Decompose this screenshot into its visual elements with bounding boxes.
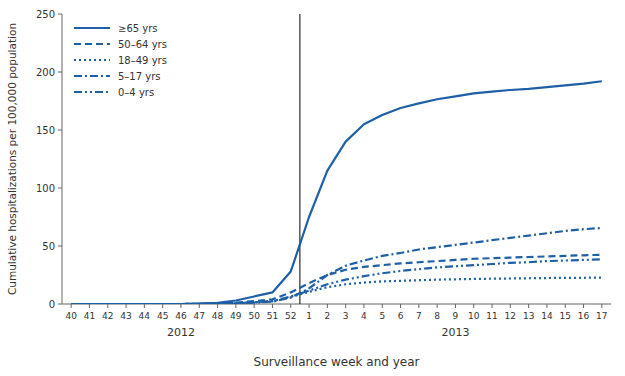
- year-divider: [299, 14, 300, 304]
- y-axis-label: Cumulative hospitalizations per 100,000 …: [6, 23, 18, 295]
- x-tick-label: 5: [379, 311, 385, 321]
- x-tick: [546, 304, 547, 308]
- x-tick-label: 15: [560, 311, 571, 321]
- x-tick-label: 44: [139, 311, 151, 321]
- x-tick-label: 6: [398, 311, 404, 321]
- x-tick-label: 42: [102, 311, 113, 321]
- x-tick-label: 41: [84, 311, 95, 321]
- y-tick: [58, 72, 62, 73]
- series-line: [71, 255, 602, 304]
- x-tick-label: 11: [486, 311, 497, 321]
- y-tick-label: 0: [49, 299, 55, 310]
- x-tick: [254, 304, 255, 308]
- x-tick-label: 3: [343, 311, 349, 321]
- series-line: [71, 259, 602, 304]
- x-tick-label: 45: [157, 311, 168, 321]
- y-tick-label: 50: [42, 241, 55, 252]
- legend-swatch: [74, 27, 110, 29]
- x-tick: [583, 304, 584, 308]
- x-tick-label: 40: [65, 311, 77, 321]
- y-tick-label: 150: [36, 125, 55, 136]
- x-tick: [126, 304, 127, 308]
- x-tick: [492, 304, 493, 308]
- x-tick-label: 47: [194, 311, 205, 321]
- legend-swatch: [74, 43, 110, 45]
- x-tick: [601, 304, 602, 308]
- x-tick: [528, 304, 529, 308]
- x-tick-label: 16: [578, 311, 590, 321]
- x-tick-label: 8: [434, 311, 440, 321]
- x-tick-label: 1: [306, 311, 312, 321]
- x-tick: [290, 304, 291, 308]
- x-tick-label: 9: [453, 311, 459, 321]
- x-tick-label: 12: [505, 311, 516, 321]
- x-tick: [107, 304, 108, 308]
- legend-label: ≥65 yrs: [118, 23, 158, 34]
- legend: ≥65 yrs 50–64 yrs 18–49 yrs 5–17 yrs 0–4 yrs: [74, 23, 167, 98]
- x-tick: [327, 304, 328, 308]
- lines: [71, 81, 602, 304]
- x-tick-label: 52: [285, 311, 296, 321]
- x-tick-label: 7: [416, 311, 422, 321]
- x-tick: [473, 304, 474, 308]
- x-tick-label: 46: [175, 311, 187, 321]
- x-tick-label: 14: [541, 311, 553, 321]
- y-tick: [58, 304, 62, 305]
- y-tick-label: 250: [36, 9, 55, 20]
- year-label: 2012: [167, 326, 195, 339]
- series-line: [71, 81, 602, 304]
- x-tick-label: 48: [212, 311, 224, 321]
- y-tick: [58, 14, 62, 15]
- x-tick: [400, 304, 401, 308]
- x-tick: [71, 304, 72, 308]
- x-tick: [510, 304, 511, 308]
- legend-label: 5–17 yrs: [118, 71, 161, 82]
- legend-label: 0–4 yrs: [118, 87, 154, 98]
- legend-label: 18–49 yrs: [118, 55, 167, 66]
- series-line: [71, 228, 602, 304]
- x-tick-label: 49: [230, 311, 242, 321]
- legend-swatch: [74, 59, 110, 61]
- x-tick: [363, 304, 364, 308]
- x-tick: [89, 304, 90, 308]
- y-axis-line: [62, 14, 63, 304]
- x-tick: [162, 304, 163, 308]
- y-tick: [58, 246, 62, 247]
- y-tick-label: 100: [36, 183, 55, 194]
- x-tick-label: 2: [324, 311, 330, 321]
- x-tick: [180, 304, 181, 308]
- x-tick-label: 43: [120, 311, 131, 321]
- x-tick: [418, 304, 419, 308]
- chart: 0501001502002504041424344454647484950515…: [0, 0, 625, 376]
- x-tick: [235, 304, 236, 308]
- x-tick-label: 17: [596, 311, 607, 321]
- y-tick: [58, 130, 62, 131]
- x-axis-label: Surveillance week and year: [254, 355, 420, 369]
- year-label: 2013: [441, 326, 469, 339]
- y-tick-label: 200: [36, 67, 55, 78]
- legend-swatch: [74, 75, 110, 77]
- x-tick-label: 13: [523, 311, 534, 321]
- x-tick: [144, 304, 145, 308]
- y-tick: [58, 188, 62, 189]
- x-tick: [437, 304, 438, 308]
- x-tick: [382, 304, 383, 308]
- x-tick: [565, 304, 566, 308]
- x-tick: [272, 304, 273, 308]
- legend-swatch: [74, 91, 110, 93]
- x-tick-label: 10: [468, 311, 480, 321]
- x-tick-label: 51: [267, 311, 278, 321]
- legend-label: 50–64 yrs: [118, 39, 167, 50]
- x-tick-label: 50: [248, 311, 260, 321]
- x-tick: [455, 304, 456, 308]
- x-tick: [345, 304, 346, 308]
- x-tick: [199, 304, 200, 308]
- x-tick: [217, 304, 218, 308]
- x-tick: [309, 304, 310, 308]
- x-tick-label: 4: [361, 311, 367, 321]
